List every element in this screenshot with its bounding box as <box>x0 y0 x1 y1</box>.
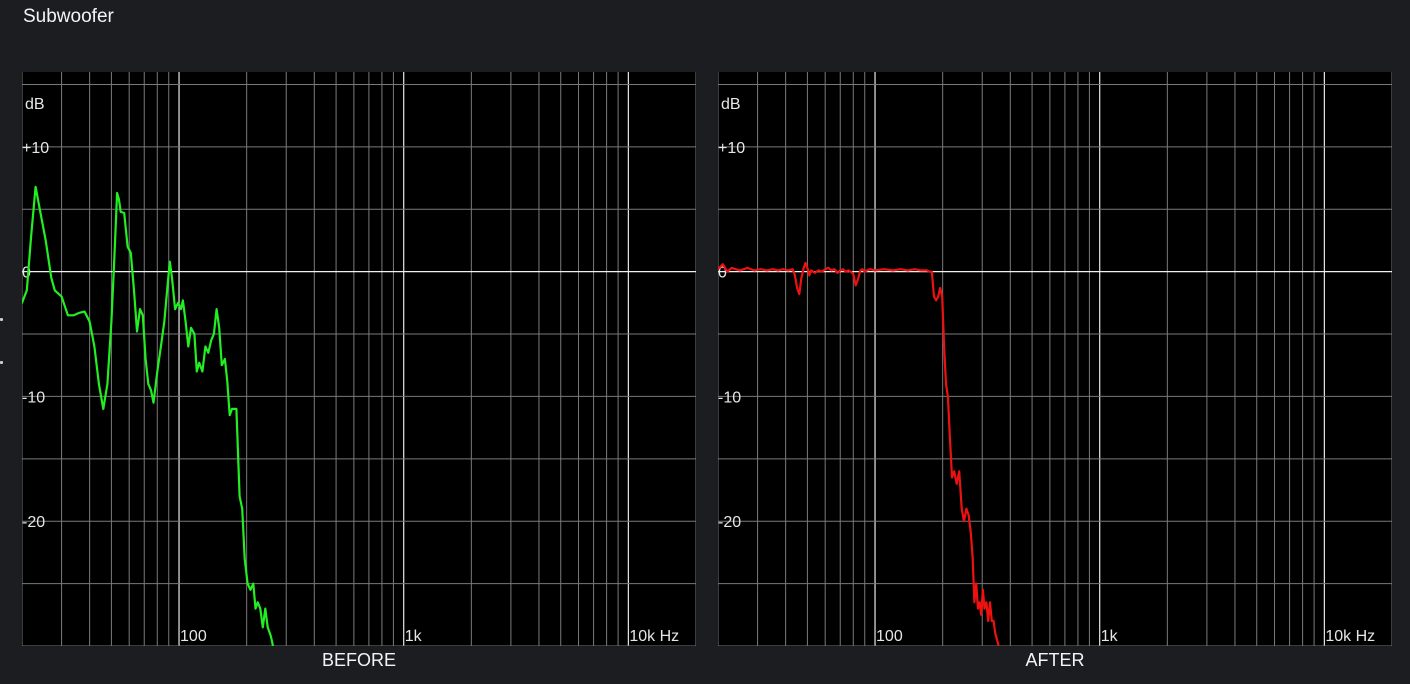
handle-dot <box>0 318 3 321</box>
x-tick-label: 100 <box>180 628 207 645</box>
after-caption: AFTER <box>1025 650 1085 670</box>
after-response-line <box>718 261 1000 646</box>
y-tick-label: +10 <box>22 140 49 157</box>
x-tick-label: 100 <box>876 628 903 645</box>
before-caption: BEFORE <box>321 650 396 670</box>
y-tick-label: -20 <box>22 514 45 531</box>
y-tick-label: -10 <box>22 389 45 406</box>
x-tick-label: 10k Hz <box>1325 628 1375 645</box>
x-tick-label: 10k Hz <box>629 628 679 645</box>
page-title: Subwoofer <box>23 6 114 27</box>
y-axis-label: dB <box>25 96 45 113</box>
y-axis-label: dB <box>721 96 741 113</box>
y-tick-label: 0 <box>718 265 727 282</box>
after-frequency-chart: dB +10 0 -10 -20 100 1k 10k Hz <box>718 72 1392 646</box>
x-tick-label: 1k <box>405 628 423 645</box>
y-tick-label: 0 <box>22 265 31 282</box>
y-tick-label: -20 <box>718 514 741 531</box>
before-response-line <box>22 185 275 646</box>
side-handle-dots[interactable] <box>0 318 4 404</box>
y-tick-label: -10 <box>718 389 741 406</box>
y-tick-label: +10 <box>718 140 745 157</box>
x-tick-label: 1k <box>1101 628 1119 645</box>
handle-dot <box>0 361 3 364</box>
before-frequency-chart: dB +10 0 -10 -20 100 1k 10k Hz <box>22 72 696 646</box>
